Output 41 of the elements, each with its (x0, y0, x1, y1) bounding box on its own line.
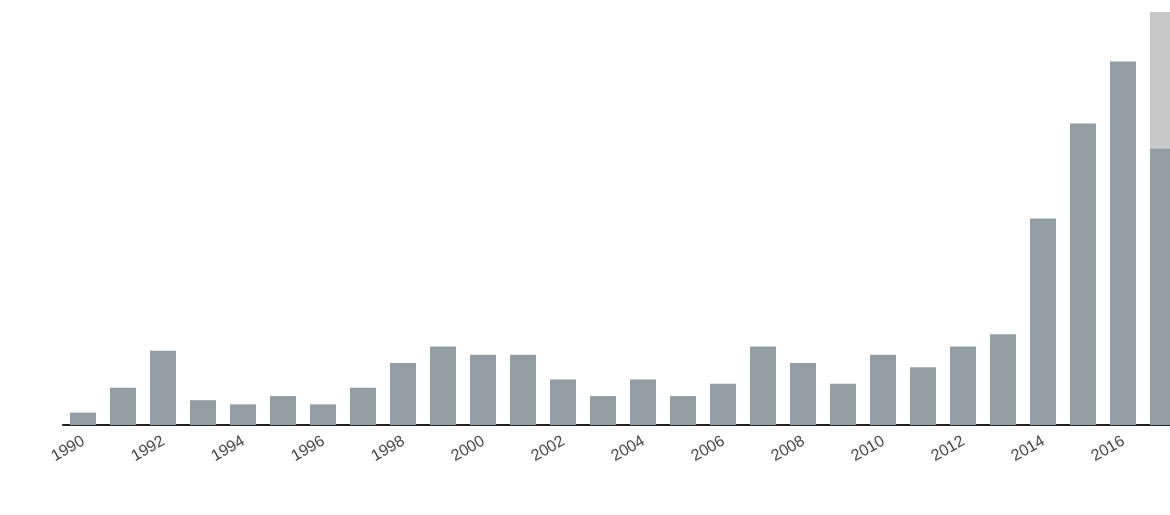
x-tick-label: 2010 (847, 431, 888, 465)
x-tick-label: 1994 (207, 431, 248, 465)
bar (230, 404, 256, 425)
bar (710, 383, 736, 425)
bar (470, 354, 496, 425)
bar (150, 350, 176, 425)
bar (550, 379, 576, 425)
x-tick-label: 1998 (367, 431, 408, 465)
x-tick-label: 1990 (47, 431, 88, 465)
x-tick-label: 2004 (607, 431, 648, 465)
bar (270, 396, 296, 425)
bar (590, 396, 616, 425)
x-tick-label: 2008 (767, 431, 808, 465)
x-tick-label: 2000 (447, 431, 488, 465)
x-tick-label: 2016 (1087, 431, 1128, 465)
x-tick-label: 1996 (287, 431, 328, 465)
bar (350, 387, 376, 425)
x-tick-label: 2014 (1007, 431, 1048, 465)
bar (1110, 61, 1136, 425)
bar (990, 334, 1016, 425)
bar (310, 404, 336, 425)
bar (790, 363, 816, 425)
bar (1070, 123, 1096, 425)
bar (630, 379, 656, 425)
bar (910, 367, 936, 425)
bar (950, 346, 976, 425)
bar (190, 400, 216, 425)
bar (510, 354, 536, 425)
x-tick-label: 2012 (927, 431, 968, 465)
bar (110, 387, 136, 425)
x-tick-label: 2006 (687, 431, 728, 465)
bar (670, 396, 696, 425)
bar (70, 412, 96, 425)
bar (750, 346, 776, 425)
bar (870, 354, 896, 425)
bar (830, 383, 856, 425)
x-tick-label: 1992 (127, 431, 168, 465)
bar (1030, 218, 1056, 425)
bar (430, 346, 456, 425)
x-tick-label: 2002 (527, 431, 568, 465)
bar (390, 363, 416, 425)
